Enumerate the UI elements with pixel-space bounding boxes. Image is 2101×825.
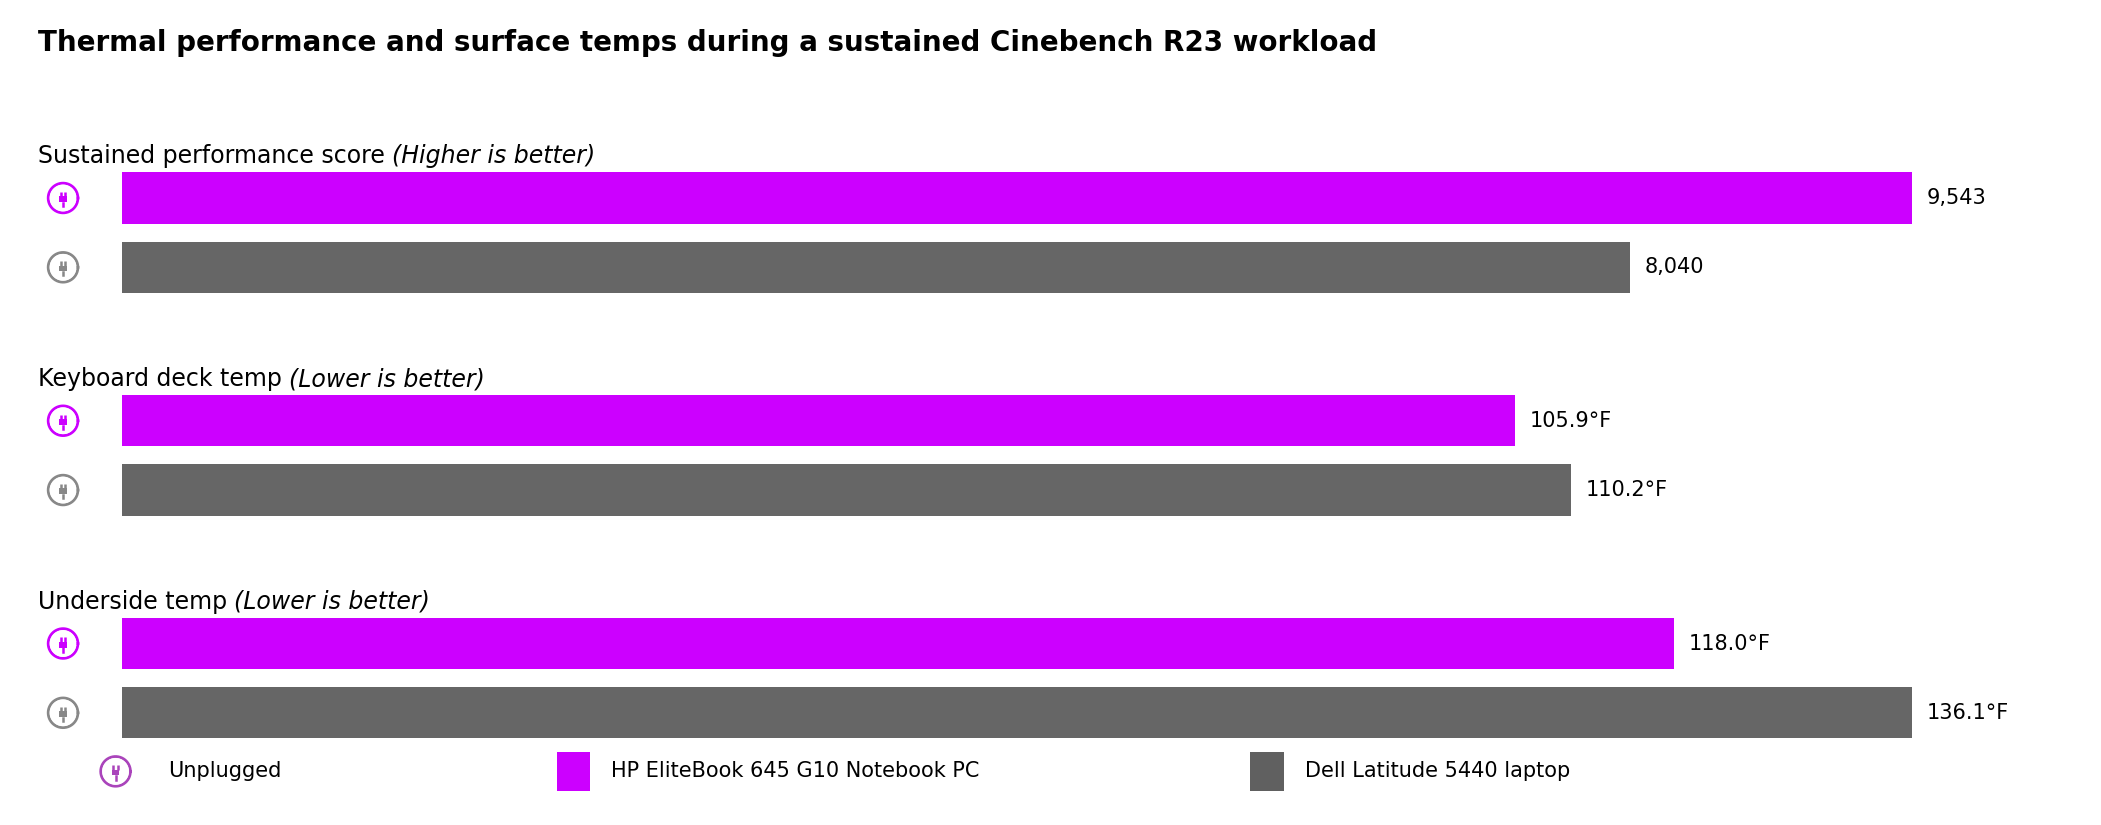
- Bar: [111, 770, 120, 775]
- Bar: [122, 464, 1572, 516]
- Bar: [59, 419, 67, 425]
- Text: Dell Latitude 5440 laptop: Dell Latitude 5440 laptop: [1305, 761, 1569, 781]
- Text: Sustained performance score: Sustained performance score: [38, 144, 393, 168]
- Polygon shape: [50, 631, 76, 656]
- Bar: [59, 711, 67, 717]
- Text: 136.1°F: 136.1°F: [1927, 703, 2009, 723]
- Polygon shape: [50, 408, 76, 433]
- Text: 105.9°F: 105.9°F: [1530, 411, 1611, 431]
- Text: 118.0°F: 118.0°F: [1689, 634, 1771, 653]
- Text: 110.2°F: 110.2°F: [1586, 480, 1668, 500]
- Bar: [122, 395, 1515, 446]
- Text: Thermal performance and surface temps during a sustained Cinebench R23 workload: Thermal performance and surface temps du…: [38, 29, 1376, 57]
- Polygon shape: [103, 759, 128, 784]
- Text: 9,543: 9,543: [1927, 188, 1985, 208]
- Text: (Higher is better): (Higher is better): [393, 144, 595, 168]
- Text: Underside temp: Underside temp: [38, 590, 235, 614]
- Bar: [1250, 752, 1284, 791]
- Bar: [122, 687, 1912, 738]
- Polygon shape: [50, 700, 76, 725]
- Polygon shape: [50, 478, 76, 502]
- Bar: [557, 752, 590, 791]
- Bar: [59, 266, 67, 271]
- Polygon shape: [50, 186, 76, 210]
- Text: (Lower is better): (Lower is better): [290, 367, 485, 391]
- Text: (Lower is better): (Lower is better): [235, 590, 431, 614]
- Bar: [122, 618, 1674, 669]
- Bar: [59, 196, 67, 202]
- Bar: [122, 172, 1912, 224]
- Bar: [59, 642, 67, 648]
- Polygon shape: [50, 255, 76, 280]
- Text: Unplugged: Unplugged: [168, 761, 282, 781]
- Text: 8,040: 8,040: [1645, 257, 1704, 277]
- Text: Keyboard deck temp: Keyboard deck temp: [38, 367, 290, 391]
- Bar: [122, 242, 1630, 293]
- Bar: [59, 488, 67, 494]
- Text: HP EliteBook 645 G10 Notebook PC: HP EliteBook 645 G10 Notebook PC: [611, 761, 979, 781]
